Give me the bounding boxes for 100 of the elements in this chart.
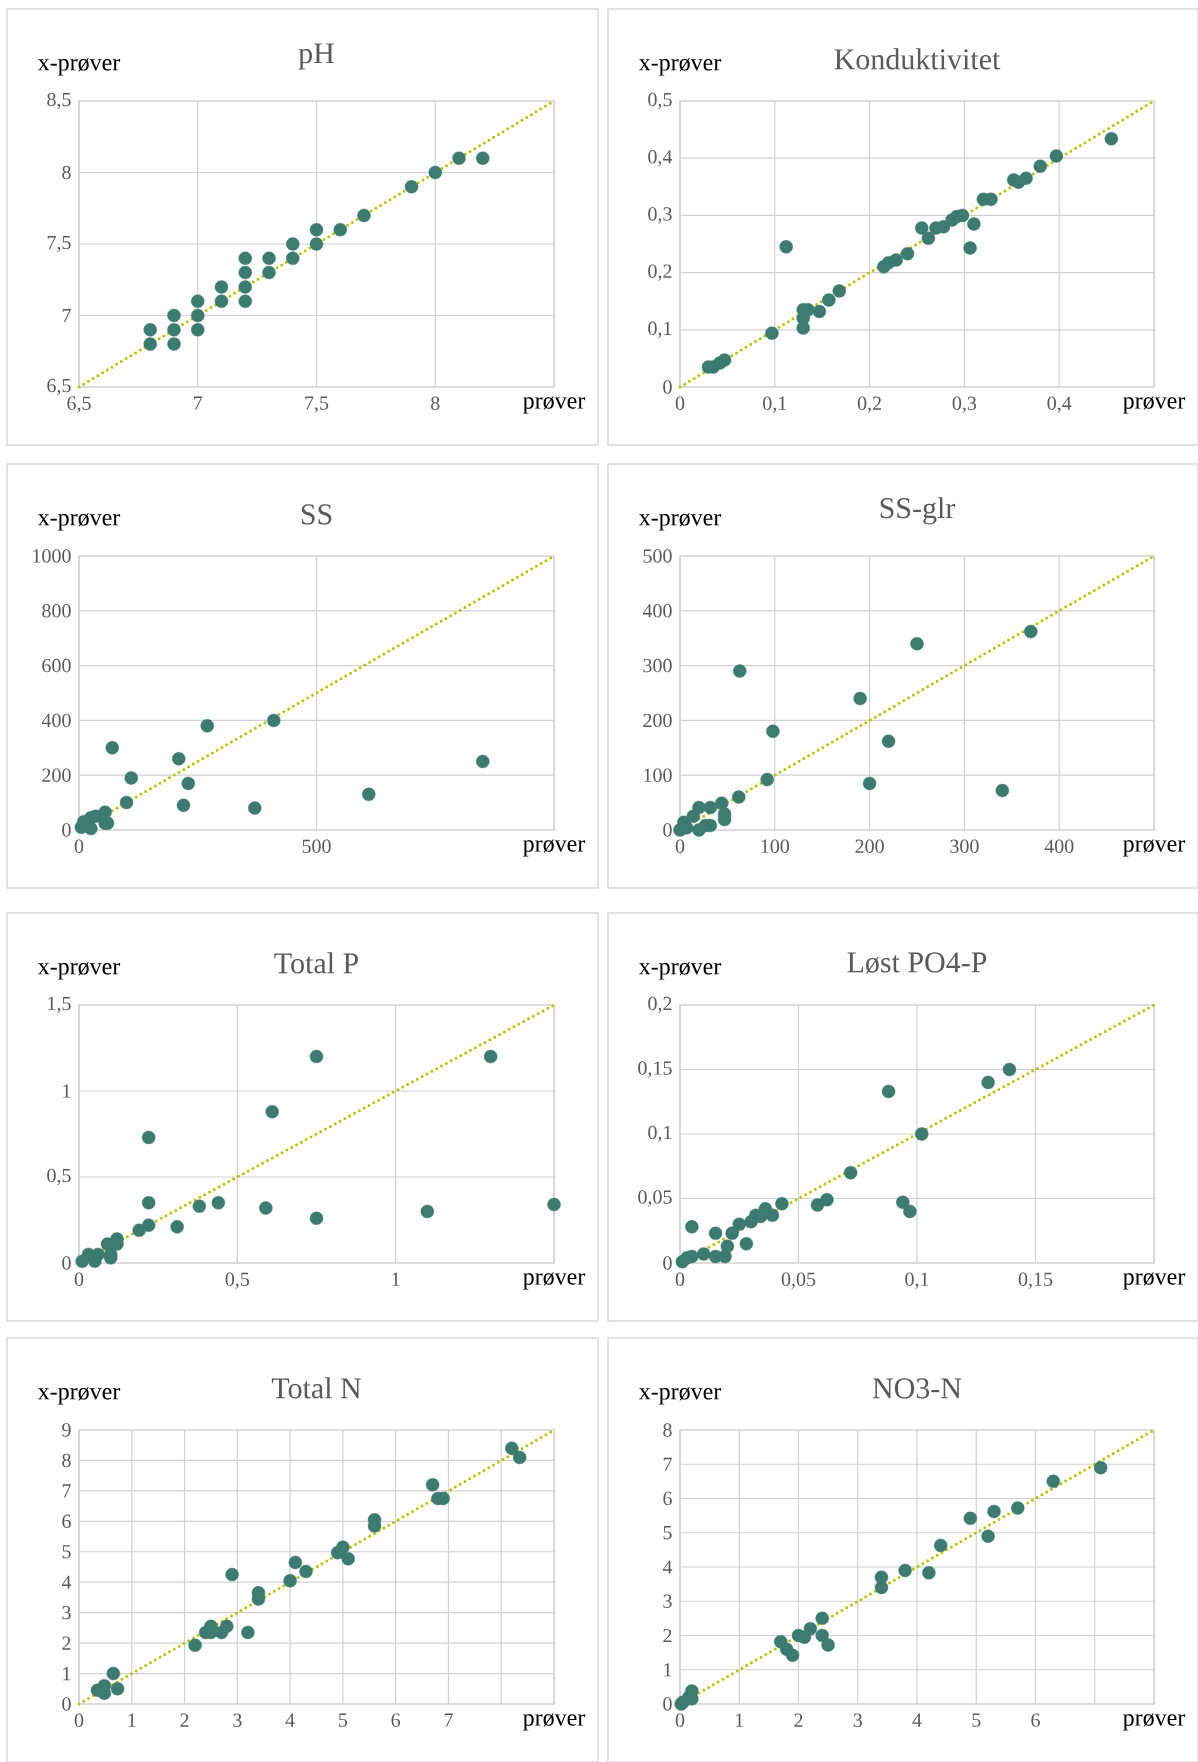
y-tick-label: 0,5 [648, 92, 672, 110]
point [697, 1247, 711, 1261]
chart-title: Total N [271, 1377, 362, 1399]
point [1049, 149, 1064, 163]
point [685, 1249, 699, 1264]
point [262, 251, 276, 265]
point [821, 1638, 835, 1652]
point [214, 294, 229, 308]
y-tick-label: 300 [643, 658, 672, 673]
point [167, 323, 181, 337]
x-tick-label: 0,4 [1047, 396, 1072, 413]
x-tick-label: 0,1 [905, 1272, 929, 1289]
point [505, 1441, 519, 1455]
point [725, 1226, 739, 1241]
point [720, 1239, 735, 1253]
point [981, 1075, 995, 1090]
y-tick-label: 0,3 [648, 207, 672, 224]
y-tick-label: 100 [644, 768, 672, 782]
point [915, 1127, 929, 1141]
y-axis-title: x-prøver [37, 962, 121, 980]
y-tick-label: 500 [643, 549, 672, 563]
x-axis-title: prøver [1123, 839, 1186, 857]
y-tick-label: 0,4 [648, 150, 673, 167]
y-tick-label: 8 [663, 1423, 672, 1437]
x-tick-label: 1 [128, 1713, 136, 1727]
point [309, 1049, 324, 1064]
point [110, 1682, 125, 1696]
point [262, 265, 276, 280]
point [1046, 1474, 1060, 1489]
point [1024, 624, 1038, 639]
point [336, 1540, 350, 1554]
point [900, 247, 915, 261]
x-axis-title: prøver [523, 1713, 586, 1731]
point [881, 734, 896, 748]
point [357, 208, 371, 223]
x-tick-label: 6 [391, 1713, 401, 1727]
x-tick-label: 0,5 [225, 1272, 250, 1289]
point [898, 1563, 912, 1578]
point [881, 1084, 896, 1099]
point [1033, 159, 1047, 173]
x-tick-label: 2 [794, 1713, 803, 1727]
y-tick-label: 0,2 [648, 996, 672, 1014]
point [703, 800, 718, 815]
point [717, 353, 732, 367]
y-tick-label: 6 [62, 1514, 71, 1529]
point [963, 1511, 978, 1526]
point [211, 1196, 226, 1210]
point [547, 1197, 561, 1212]
point [843, 1165, 858, 1180]
y-tick-label: 0,1 [648, 321, 672, 338]
point [238, 251, 252, 265]
x-tick-label: 4 [285, 1713, 295, 1727]
point [238, 265, 252, 280]
y-tick-label: 200 [643, 713, 672, 728]
point [119, 795, 134, 810]
x-tick-label: 0,2 [857, 396, 881, 413]
x-tick-label: 0,1 [763, 396, 787, 413]
x-tick-label: 0 [675, 1713, 685, 1728]
point [141, 1218, 156, 1232]
x-tick-label: 2 [180, 1713, 189, 1727]
y-tick-label: 6 [663, 1491, 672, 1506]
x-tick-label: 0,15 [1018, 1272, 1053, 1289]
x-tick-label: 300 [950, 839, 979, 854]
point [241, 1625, 255, 1640]
y-tick-label: 0,15 [638, 1061, 672, 1078]
point [362, 787, 376, 802]
point [299, 1564, 313, 1579]
point [967, 217, 981, 231]
point [775, 1196, 789, 1211]
point [1011, 1501, 1025, 1515]
y-tick-label: 2 [62, 1636, 71, 1650]
point [803, 1621, 818, 1636]
chart-title: Konduktivitet [834, 48, 1001, 70]
point [760, 772, 774, 787]
point [283, 1573, 297, 1588]
point [862, 776, 877, 791]
y-tick-label: 7,5 [47, 235, 71, 253]
point [452, 151, 466, 165]
x-axis-title: prøver [523, 396, 586, 414]
x-tick-label: 400 [1044, 839, 1074, 854]
point [476, 151, 490, 165]
point [981, 1529, 995, 1543]
point [191, 323, 205, 337]
x-tick-label: 7 [194, 396, 203, 410]
y-tick-label: 5 [663, 1526, 672, 1540]
point [170, 1220, 184, 1234]
x-tick-label: 200 [855, 839, 884, 854]
y-tick-label: 4 [61, 1575, 72, 1589]
y-axis-title: x-prøver [638, 962, 722, 980]
point [91, 1247, 105, 1262]
point [191, 294, 205, 308]
x-tick-label: 0 [74, 1272, 84, 1287]
x-tick-label: 3 [853, 1713, 862, 1727]
point [685, 1220, 699, 1234]
y-tick-label: 8 [62, 165, 71, 180]
y-tick-label: 0,2 [648, 264, 672, 281]
point [167, 308, 181, 323]
chart-title: NO3-N [872, 1378, 962, 1399]
point [692, 800, 706, 815]
chart-title: SS-glr [880, 497, 956, 525]
